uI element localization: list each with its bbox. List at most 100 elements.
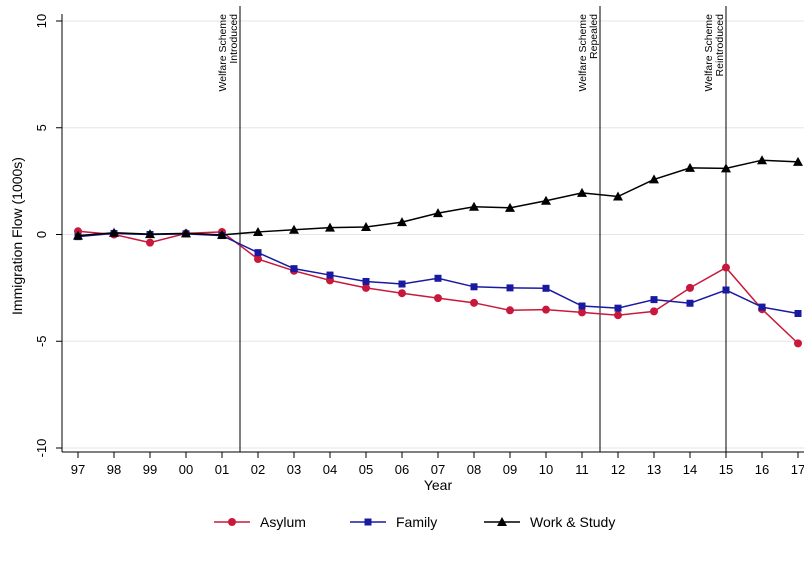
data-point	[721, 163, 731, 173]
data-point	[794, 339, 802, 348]
data-point	[613, 191, 623, 201]
data-point	[506, 306, 514, 315]
x-tick-label: 09	[503, 462, 517, 477]
y-tick-label: 5	[34, 124, 49, 131]
data-point	[614, 311, 622, 320]
x-tick-label: 14	[683, 462, 697, 477]
x-tick-label: 17	[791, 462, 804, 477]
data-point	[253, 226, 263, 236]
data-point	[109, 227, 119, 237]
legend-item: Work & Study	[484, 514, 615, 530]
data-point	[685, 162, 695, 172]
legend-label: Family	[396, 514, 437, 530]
y-tick-label: -10	[34, 439, 49, 458]
data-point	[434, 274, 442, 282]
x-tick-label: 02	[251, 462, 265, 477]
data-point	[542, 305, 550, 314]
data-point	[649, 174, 659, 184]
x-tick-label: 03	[287, 462, 301, 477]
x-tick-label: 06	[395, 462, 409, 477]
data-point	[181, 228, 191, 238]
legend: Asylum Family Work & Study	[214, 514, 615, 530]
x-tick-label: 99	[143, 462, 157, 477]
data-point	[73, 230, 83, 240]
data-point	[397, 217, 407, 227]
data-point	[686, 283, 694, 292]
data-point	[254, 255, 262, 264]
data-point	[217, 229, 227, 239]
legend-marker	[364, 518, 372, 526]
data-point	[361, 222, 371, 232]
x-tick-label: 05	[359, 462, 373, 477]
data-point	[325, 222, 335, 232]
data-point	[793, 156, 803, 166]
event-annotations: Welfare SchemeIntroduced Welfare SchemeRe…	[217, 6, 727, 452]
event-label-line: Reintroduced	[714, 14, 726, 77]
data-point	[542, 284, 550, 292]
event-label-line: Welfare Scheme	[703, 14, 715, 92]
series-family	[74, 229, 802, 317]
data-point	[470, 283, 478, 291]
y-tick-label: 10	[34, 14, 49, 28]
data-point	[614, 304, 622, 312]
legend-marker	[228, 518, 236, 526]
event-label: Welfare SchemeIntroduced	[217, 14, 240, 92]
x-tick-label: 01	[215, 462, 229, 477]
data-point	[578, 302, 586, 310]
x-tick-label: 16	[755, 462, 769, 477]
x-axis-title: Year	[424, 477, 453, 493]
y-tick-label: 0	[34, 231, 49, 238]
data-point	[722, 286, 730, 294]
data-point	[433, 208, 443, 218]
data-point	[757, 155, 767, 165]
data-point	[541, 195, 551, 205]
event-label-line: Repealed	[588, 14, 600, 59]
data-point	[398, 289, 406, 298]
data-point	[469, 201, 479, 211]
data-point	[398, 280, 406, 288]
data-point	[434, 294, 442, 303]
data-point	[650, 296, 658, 304]
series-asylum	[74, 227, 802, 348]
x-tick-label: 98	[107, 462, 121, 477]
x-tick-label: 12	[611, 462, 625, 477]
x-tick-label: 07	[431, 462, 445, 477]
data-point	[722, 263, 730, 272]
x-tick-label: 13	[647, 462, 661, 477]
x-tick-label: 11	[575, 462, 589, 477]
legend-item: Asylum	[214, 514, 306, 530]
x-tick-label: 15	[719, 462, 733, 477]
x-tick-label: 97	[71, 462, 85, 477]
series	[73, 155, 803, 348]
data-point	[758, 303, 766, 311]
legend-label: Asylum	[260, 514, 306, 530]
event-label-line: Welfare Scheme	[217, 14, 229, 92]
data-point	[794, 309, 802, 317]
data-point	[289, 224, 299, 234]
data-point	[326, 271, 334, 279]
data-point	[505, 202, 515, 212]
data-point	[362, 277, 370, 285]
data-point	[506, 284, 514, 292]
x-tick-label: 00	[179, 462, 193, 477]
event-label: Welfare SchemeReintroduced	[703, 14, 726, 92]
event-label: Welfare SchemeRepealed	[577, 14, 600, 92]
data-point	[362, 283, 370, 292]
y-axis-title: Immigration Flow (1000s)	[9, 157, 25, 315]
x-tick-label: 04	[323, 462, 337, 477]
x-tick-label: 08	[467, 462, 481, 477]
event-label-line: Introduced	[228, 14, 240, 64]
series-work-study	[73, 155, 803, 240]
data-point	[578, 308, 586, 317]
data-point	[290, 265, 298, 273]
y-tick-label: -5	[34, 335, 49, 347]
data-point	[145, 229, 155, 239]
x-tick-label: 10	[539, 462, 553, 477]
data-point	[577, 187, 587, 197]
legend-item: Family	[350, 514, 437, 530]
legend-marker	[497, 517, 507, 526]
data-point	[650, 307, 658, 316]
data-point	[470, 298, 478, 307]
